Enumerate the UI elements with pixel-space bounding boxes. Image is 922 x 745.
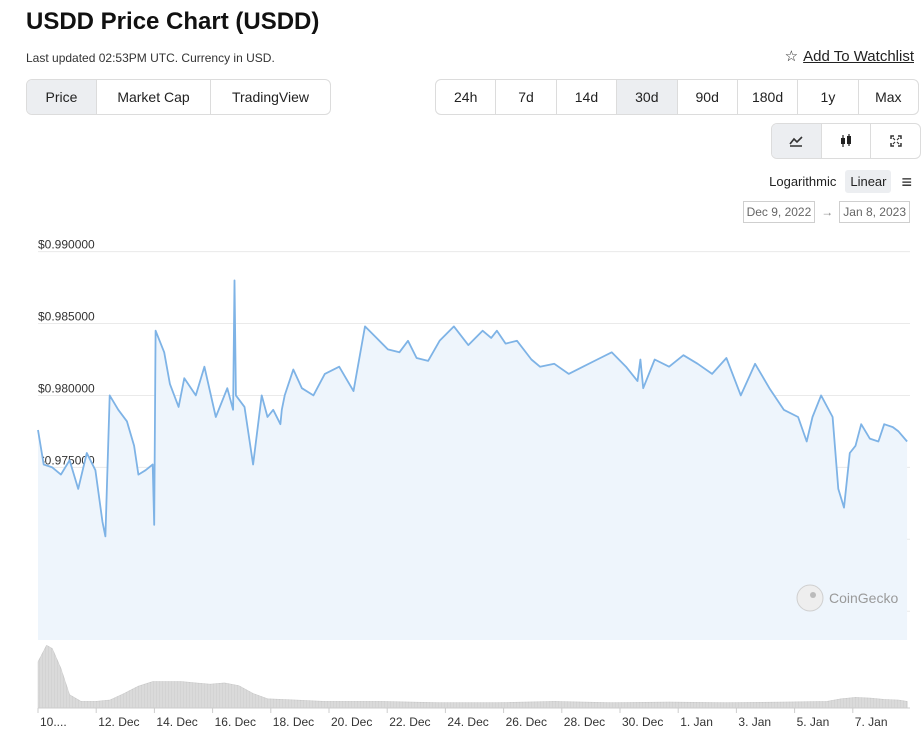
x-tick-label: 12. Dec	[98, 715, 139, 729]
line-chart-icon	[789, 136, 803, 147]
x-tick-label: 14. Dec	[156, 715, 197, 729]
x-tick-label: 3. Jan	[738, 715, 771, 729]
x-tick-label: 30. Dec	[622, 715, 663, 729]
range-max-button[interactable]: Max	[875, 89, 902, 105]
coingecko-logo-eye	[810, 592, 816, 598]
date-from-input[interactable]: Dec 9, 2022	[742, 201, 816, 223]
candlestick-chart-button[interactable]	[822, 124, 872, 158]
range-14d-button[interactable]: 14d	[557, 80, 618, 114]
x-tick-label: 7. Jan	[855, 715, 888, 729]
range-7d-button[interactable]: 7d	[496, 80, 557, 114]
hamburger-menu-icon[interactable]: ≡	[901, 171, 912, 192]
coingecko-watermark: CoinGecko	[829, 590, 898, 606]
time-range-selector: 24h 7d 14d 30d 90d 180d 1y Max	[435, 79, 919, 115]
arrow-right-icon: →	[821, 205, 834, 219]
range-90d-button[interactable]: 90d	[678, 80, 738, 114]
date-range-inputs: Dec 9, 2022 → Jan 8, 2023	[742, 201, 910, 223]
y-tick-label: $0.975000	[38, 453, 95, 467]
price-line	[37, 279, 908, 538]
range-30d-button[interactable]: 30d	[617, 80, 678, 114]
tab-tradingview[interactable]: TradingView	[231, 89, 310, 105]
y-tick-label: $0.985000	[38, 310, 95, 324]
last-updated-text: Last updated 02:53PM UTC. Currency in US…	[26, 51, 275, 65]
x-tick-label: 28. Dec	[564, 715, 605, 729]
x-tick-label: 18. Dec	[273, 715, 314, 729]
x-tick-label: 24. Dec	[447, 715, 488, 729]
x-tick-label: 5. Jan	[797, 715, 830, 729]
fullscreen-button[interactable]	[871, 124, 920, 158]
x-tick-label: 22. Dec	[389, 715, 430, 729]
y-tick-label: $0.980000	[38, 381, 95, 395]
coingecko-logo-icon	[796, 584, 824, 612]
line-chart-button[interactable]	[772, 124, 822, 158]
chart-data-tabs: Price Market Cap TradingView	[26, 79, 331, 115]
fullscreen-icon	[889, 135, 902, 147]
tab-price[interactable]: Price	[27, 80, 97, 114]
page-title: USDD Price Chart (USDD)	[26, 8, 320, 35]
tab-market-cap[interactable]: Market Cap	[97, 80, 211, 114]
y-tick-label: $0.990000	[38, 238, 95, 252]
x-tick-label: 20. Dec	[331, 715, 372, 729]
range-24h-button[interactable]: 24h	[436, 80, 497, 114]
watchlist-label: Add To Watchlist	[803, 48, 914, 65]
x-tick-label: 10....	[40, 715, 67, 729]
scale-selector: Logarithmic Linear ≡	[764, 170, 912, 193]
range-180d-button[interactable]: 180d	[738, 80, 799, 114]
price-area	[38, 280, 908, 640]
linear-scale-option[interactable]: Linear	[845, 170, 892, 193]
chart-type-selector	[771, 123, 921, 159]
star-icon: ☆	[784, 48, 799, 65]
date-to-input[interactable]: Jan 8, 2023	[839, 201, 910, 223]
x-tick-label: 1. Jan	[680, 715, 713, 729]
x-tick-label: 16. Dec	[215, 715, 256, 729]
candlestick-icon	[841, 134, 851, 147]
logarithmic-scale-option[interactable]: Logarithmic	[769, 174, 837, 189]
volume-area	[37, 644, 908, 709]
price-chart[interactable]: $0.990000$0.985000$0.980000$0.975000$0.9…	[0, 230, 922, 745]
add-to-watchlist-link[interactable]: ☆ Add To Watchlist	[785, 48, 914, 65]
x-tick-label: 26. Dec	[506, 715, 547, 729]
range-1y-button[interactable]: 1y	[798, 80, 859, 114]
